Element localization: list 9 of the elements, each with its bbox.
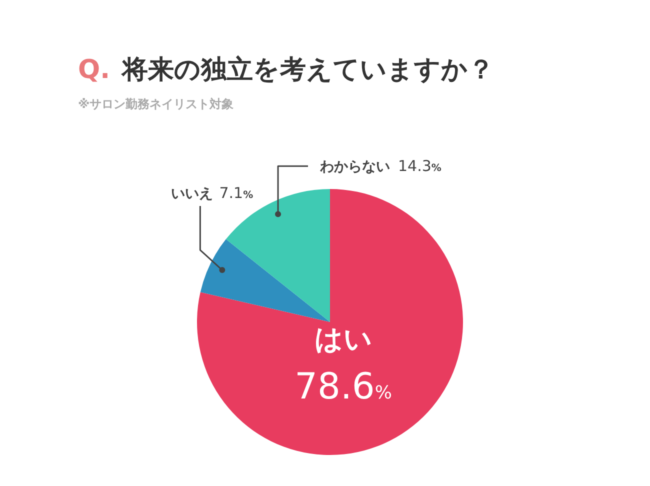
chart-subtitle: ※サロン勤務ネイリスト対象	[78, 96, 234, 113]
data-label: 78.6%	[294, 366, 392, 408]
data-label: 14.3%	[398, 157, 442, 176]
slice-label: いいえ	[171, 186, 214, 202]
pie-slice	[200, 239, 330, 322]
data-label: 7.1%	[219, 184, 254, 202]
chart-title: Q. 将来の独立を考えていますか？	[78, 54, 494, 87]
slice-label: わからない	[320, 159, 390, 176]
slice-label: はい	[314, 322, 372, 356]
